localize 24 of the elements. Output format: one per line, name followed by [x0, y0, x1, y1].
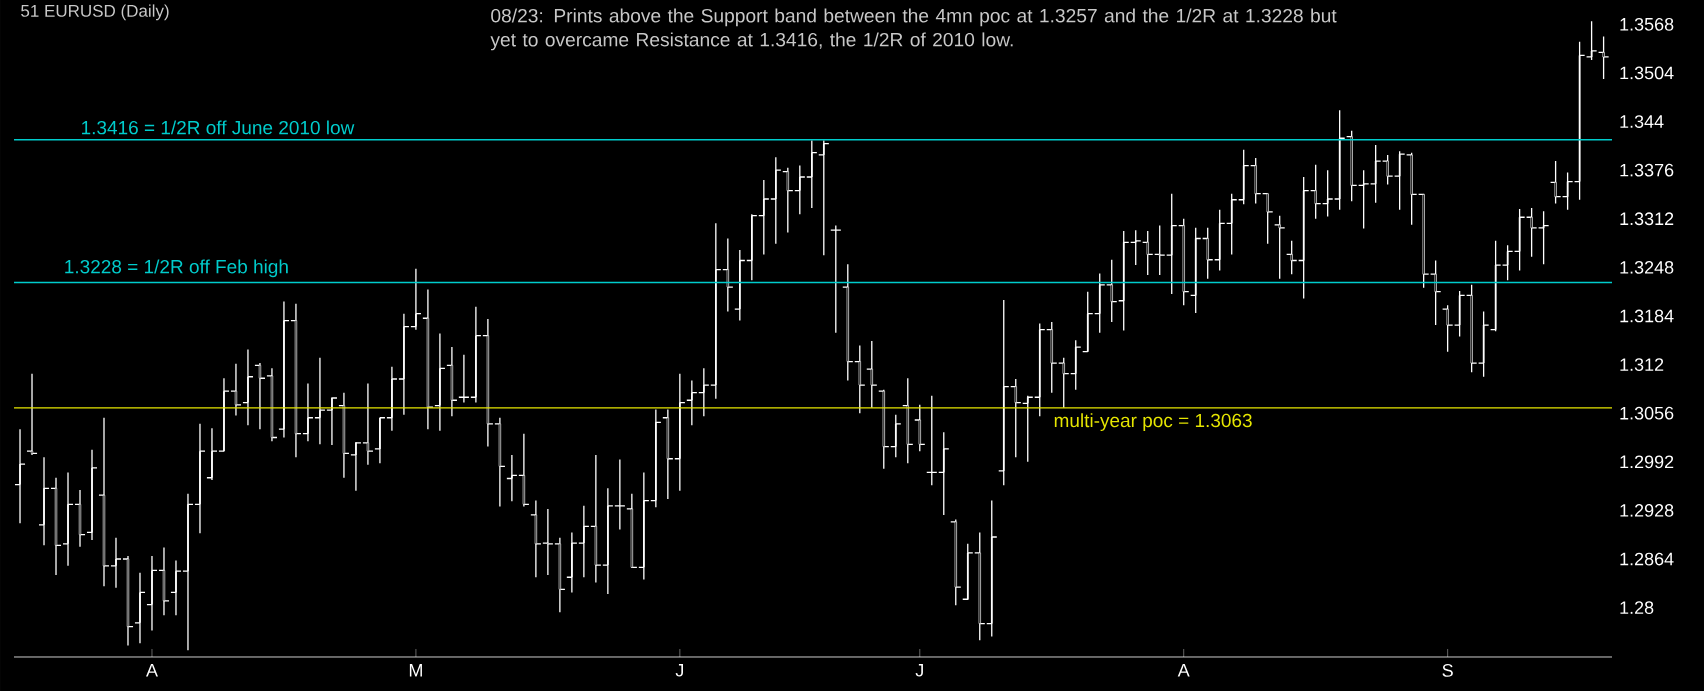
y-tick-label: 1.3184 — [1620, 309, 1674, 323]
x-tick-label: M — [409, 664, 422, 677]
ref-line-label: 1.3416 = 1/2R off June 2010 low — [82, 120, 355, 135]
y-tick-label: 1.3056 — [1620, 406, 1674, 420]
x-tick-label: A — [1177, 664, 1190, 677]
chart-title: 51 EURUSD (Daily) — [21, 4, 169, 21]
y-tick-label: 1.344 — [1620, 115, 1664, 128]
y-tick-label: 1.28 — [1620, 601, 1654, 614]
y-tick-label: 1.3312 — [1620, 212, 1674, 226]
y-tick-label: 1.3568 — [1620, 17, 1674, 31]
y-tick-label: 1.312 — [1620, 358, 1664, 371]
y-tick-label: 1.3248 — [1620, 260, 1674, 274]
ref-line-label: 1.3228 = 1/2R off Feb high — [65, 259, 288, 278]
y-tick-label: 1.2864 — [1620, 552, 1674, 566]
x-tick-label: S — [1442, 664, 1453, 677]
annotation: 08/23: Prints above the Support band between the 4mn poc at 1.3257 and the 1/2R at 1.3228 but yet to overcame Resistance at 1.3416, the 1/2R of 2010 low. — [490, 8, 1337, 51]
y-tick-label: 1.2928 — [1620, 504, 1674, 517]
x-tick-label: A — [146, 664, 158, 677]
y-tick-label: 1.2992 — [1620, 455, 1674, 469]
y-tick-label: 1.3504 — [1620, 66, 1674, 80]
x-tick-label: J — [675, 664, 683, 677]
ref-line-label: multi-year poc = 1.3063 — [1054, 413, 1252, 431]
x-tick-label: J — [915, 664, 923, 677]
y-tick-label: 1.3376 — [1620, 163, 1674, 177]
